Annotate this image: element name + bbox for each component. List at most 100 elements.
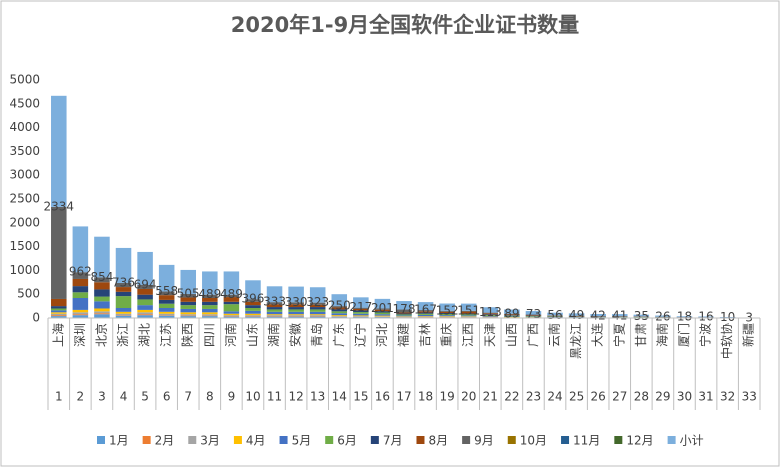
data-label: 10 xyxy=(720,310,735,324)
x-rank-label: 7 xyxy=(184,390,192,404)
bar-segment xyxy=(266,302,283,305)
bar-segment xyxy=(245,301,261,306)
bar-segment xyxy=(94,289,110,297)
bar-segment xyxy=(51,315,67,317)
legend-label: 3月 xyxy=(200,434,220,448)
bar-segment xyxy=(158,303,175,309)
x-rank-label: 4 xyxy=(120,390,128,404)
bar-segment xyxy=(202,314,218,316)
bar-segment xyxy=(245,305,261,309)
y-tick-label: 2500 xyxy=(9,192,40,206)
bar-segment xyxy=(396,309,412,313)
legend-swatch xyxy=(614,436,623,444)
x-rank-label: 22 xyxy=(504,390,519,404)
x-tick-label: 黑龙江 xyxy=(569,323,583,359)
bar-segment xyxy=(115,311,132,314)
bar-segment xyxy=(51,308,67,311)
data-label: 73 xyxy=(526,307,541,321)
bar-segment xyxy=(439,313,455,314)
bar-segment xyxy=(72,292,89,299)
bar-segment xyxy=(245,313,261,316)
bar-segment xyxy=(396,301,412,310)
bar-segment xyxy=(309,314,326,316)
bar-segment xyxy=(115,308,132,312)
y-tick-label: 0 xyxy=(32,311,40,325)
x-tick-label: 吉林 xyxy=(418,323,432,347)
bar-segment xyxy=(51,206,67,299)
bar-segment xyxy=(158,264,175,292)
data-label: 42 xyxy=(591,309,606,323)
bar-segment xyxy=(202,312,218,315)
bar-segment xyxy=(137,251,153,285)
bar-segment xyxy=(288,309,304,312)
bar-segment xyxy=(266,307,283,310)
bar-segment xyxy=(72,309,89,313)
legend-label: 12月 xyxy=(626,434,653,448)
y-tick-label: 4000 xyxy=(9,120,40,134)
bar-segment xyxy=(94,308,110,312)
x-rank-label: 26 xyxy=(591,390,606,404)
x-tick-label: 中软协 xyxy=(719,323,734,359)
bar-segment xyxy=(633,314,650,317)
bar-segment xyxy=(223,304,240,312)
bar-segment xyxy=(288,302,304,305)
x-tick-label: 云南 xyxy=(547,323,562,347)
bar-segment xyxy=(94,296,110,302)
x-rank-label: 8 xyxy=(206,390,214,404)
bar-segment xyxy=(245,310,261,314)
x-tick-label: 大连 xyxy=(590,323,605,347)
legend-swatch xyxy=(561,436,570,444)
legend-swatch xyxy=(507,436,516,444)
x-tick-label: 宁夏 xyxy=(611,323,626,347)
bar-segment xyxy=(353,316,369,317)
bar-segment xyxy=(439,315,455,317)
legend-swatch xyxy=(462,436,471,444)
data-label: 16 xyxy=(698,310,713,324)
bar-segment xyxy=(223,297,240,302)
bar-segment xyxy=(439,303,455,311)
bar-segment xyxy=(202,305,218,309)
bar-segment xyxy=(115,282,132,288)
x-rank-label: 19 xyxy=(440,390,455,404)
data-label: 152 xyxy=(436,303,459,317)
bar-segment xyxy=(223,311,240,314)
x-tick-label: 青岛 xyxy=(309,323,324,347)
y-tick-label: 3000 xyxy=(9,168,40,182)
bar-segment xyxy=(94,314,110,318)
x-rank-label: 21 xyxy=(483,390,498,404)
bar-segment xyxy=(158,299,175,304)
bar-segment xyxy=(309,302,326,305)
x-tick-label: 陕西 xyxy=(180,323,195,347)
bar-segment xyxy=(417,310,434,312)
x-rank-label: 6 xyxy=(163,390,171,404)
x-rank-label: 11 xyxy=(267,390,282,404)
bar-segment xyxy=(94,301,110,309)
x-tick-label: 浙江 xyxy=(116,323,130,347)
x-tick-label: 厦门 xyxy=(676,323,691,347)
bar-segment xyxy=(158,315,175,318)
x-tick-label: 山东 xyxy=(245,323,259,347)
bar-segment xyxy=(396,315,412,317)
legend-swatch xyxy=(416,436,425,444)
bar-segment xyxy=(504,314,520,316)
bar-segment xyxy=(374,312,391,315)
x-rank-label: 16 xyxy=(375,390,390,404)
bar-segment xyxy=(72,315,89,318)
data-label: 151 xyxy=(457,303,480,317)
legend-swatch xyxy=(97,436,105,444)
bar-segment xyxy=(288,311,304,315)
bar-segment xyxy=(353,297,369,308)
x-tick-label: 山西 xyxy=(504,323,518,347)
bar-segment xyxy=(525,311,542,315)
bar-segment xyxy=(460,315,477,317)
bar-segment xyxy=(374,315,391,317)
x-tick-label: 海南 xyxy=(654,323,669,347)
x-rank-label: 30 xyxy=(677,390,692,404)
bar-segment xyxy=(245,315,261,317)
bar-segment xyxy=(223,316,240,318)
bar-segment xyxy=(331,316,348,317)
bar-segment xyxy=(482,312,499,314)
x-rank-label: 18 xyxy=(418,390,433,404)
